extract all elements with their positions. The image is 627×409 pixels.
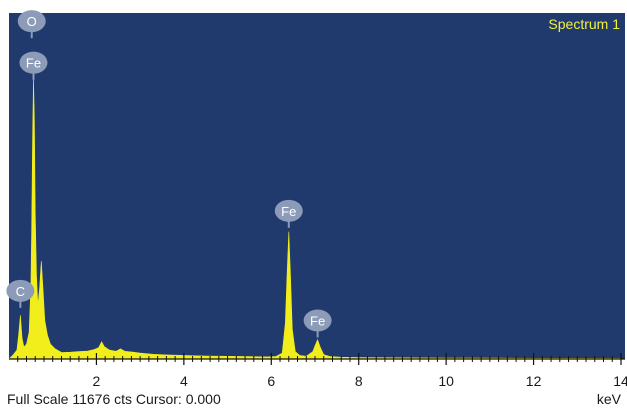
plot-area [9,13,625,359]
peak-labels: O Fe C Fe Fe [6,10,332,338]
peak-label-bubble [19,51,48,74]
x-tick-label: 14 [613,373,627,389]
x-tick-label: 4 [180,373,188,389]
peak-label-text: O [27,14,37,29]
x-tick-label: 8 [355,373,363,389]
peak-label-text: C [16,284,25,299]
x-tick-label: 2 [93,373,101,389]
minor-ticks [17,356,613,362]
x-tick-labels: 2 4 6 8 10 12 14 [93,373,627,389]
peak-label-fe: Fe [274,199,303,228]
peak-label-bubble [6,279,35,302]
peak-label-bubble [303,309,332,332]
x-tick-label: 10 [438,373,454,389]
x-tick-label: 6 [267,373,275,389]
x-axis-unit-label: keV [597,391,622,407]
peak-label-o: O [17,10,46,39]
spectrum-area [8,77,622,360]
peak-label-fe: Fe [19,51,48,80]
peak-label-bubble [17,10,46,33]
peak-label-bubble [274,199,303,222]
peak-label-text: Fe [281,204,296,219]
peak-label-fe: Fe [303,309,332,338]
peak-label-text: Fe [26,56,41,71]
x-tick-label: 12 [526,373,542,389]
footer-status: Full Scale 11676 cts Cursor: 0.000 [7,391,221,407]
major-ticks [95,353,622,365]
peak-label-text: Fe [310,313,325,328]
peak-label-c: C [6,279,35,308]
spectrum-title: Spectrum 1 [548,16,620,32]
